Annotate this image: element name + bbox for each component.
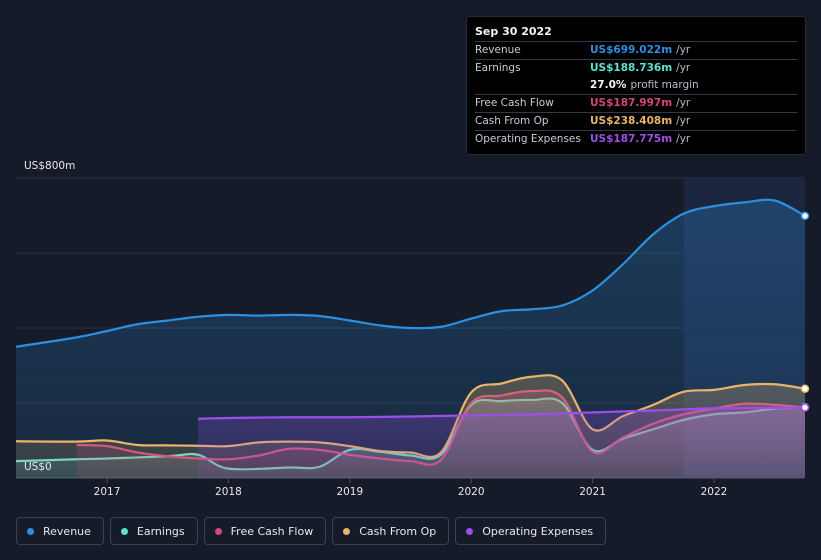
tooltip-label: Cash From Op bbox=[475, 115, 549, 127]
tooltip-label: Free Cash Flow bbox=[475, 97, 554, 109]
legend-label: Earnings bbox=[136, 524, 185, 538]
data-tooltip: Sep 30 2022 Revenue US$699.022m /yr Earn… bbox=[466, 16, 806, 155]
series-end-point-operating-expenses[interactable] bbox=[800, 403, 810, 412]
tooltip-label: Revenue bbox=[475, 44, 521, 56]
legend-item-earnings[interactable]: Earnings bbox=[109, 517, 198, 545]
tooltip-label: Operating Expenses bbox=[475, 133, 581, 145]
series-end-point-revenue[interactable] bbox=[800, 211, 810, 221]
legend-label: Operating Expenses bbox=[482, 524, 594, 538]
tooltip-unit: /yr bbox=[676, 44, 691, 56]
legend-dot-icon bbox=[120, 527, 128, 535]
tooltip-row-revenue: Revenue US$699.022m /yr bbox=[475, 41, 797, 59]
tooltip-unit: /yr bbox=[676, 133, 691, 145]
tooltip-row-profit-margin: 27.0% profit margin bbox=[475, 77, 797, 94]
legend-item-revenue[interactable]: Revenue bbox=[16, 517, 104, 545]
legend-label: Cash From Op bbox=[359, 524, 437, 538]
tooltip-row-free-cash-flow: Free Cash Flow US$187.997m /yr bbox=[475, 94, 797, 112]
legend-dot-icon bbox=[27, 527, 34, 535]
legend-dot-icon bbox=[343, 527, 351, 535]
legend-label: Free Cash Flow bbox=[230, 524, 314, 538]
series-line-revenue bbox=[15, 198, 806, 348]
series-area-operating-expenses bbox=[198, 407, 806, 478]
tooltip-label bbox=[475, 77, 590, 94]
tooltip-label: Earnings bbox=[475, 62, 521, 74]
y-axis-bottom-label: US$0 bbox=[24, 461, 52, 473]
tooltip-value: US$238.408m bbox=[590, 115, 673, 127]
tooltip-unit: /yr bbox=[676, 115, 691, 127]
tooltip-value: US$188.736m bbox=[590, 62, 673, 74]
legend-item-operating-expenses[interactable]: Operating Expenses bbox=[455, 517, 607, 545]
series-area-revenue bbox=[16, 199, 805, 478]
x-tick-label: 2019 bbox=[336, 486, 363, 498]
x-tick-label: 2017 bbox=[94, 486, 121, 498]
tooltip-row-operating-expenses: Operating Expenses US$187.775m /yr bbox=[475, 130, 797, 148]
legend-label: Revenue bbox=[43, 524, 91, 538]
x-tick-label: 2018 bbox=[215, 486, 242, 498]
tooltip-value: US$699.022m bbox=[590, 44, 673, 56]
tooltip-row-cash-from-op: Cash From Op US$238.408m /yr bbox=[475, 112, 797, 130]
tooltip-unit: profit margin bbox=[630, 79, 699, 91]
legend-dot-icon bbox=[214, 527, 222, 535]
tooltip-value: US$187.775m bbox=[590, 133, 673, 145]
y-axis-top-label: US$800m bbox=[24, 160, 75, 172]
x-tick-label: 2020 bbox=[458, 486, 485, 498]
chart-legend: Revenue Earnings Free Cash Flow Cash Fro… bbox=[16, 517, 607, 545]
legend-item-free-cash-flow[interactable]: Free Cash Flow bbox=[203, 517, 327, 545]
x-tick-label: 2021 bbox=[579, 486, 606, 498]
series-end-point-cash-from-op[interactable] bbox=[800, 384, 810, 393]
legend-item-cash-from-op[interactable]: Cash From Op bbox=[332, 517, 450, 545]
tooltip-unit: /yr bbox=[676, 62, 691, 74]
tooltip-date: Sep 30 2022 bbox=[475, 25, 552, 38]
x-tick-label: 2022 bbox=[701, 486, 728, 498]
legend-dot-icon bbox=[466, 527, 474, 535]
tooltip-value: 27.0% bbox=[590, 79, 627, 91]
tooltip-value: US$187.997m bbox=[590, 97, 673, 109]
tooltip-row-earnings: Earnings US$188.736m /yr bbox=[475, 59, 797, 77]
series-line-operating-expenses bbox=[198, 406, 806, 420]
tooltip-unit: /yr bbox=[676, 97, 691, 109]
